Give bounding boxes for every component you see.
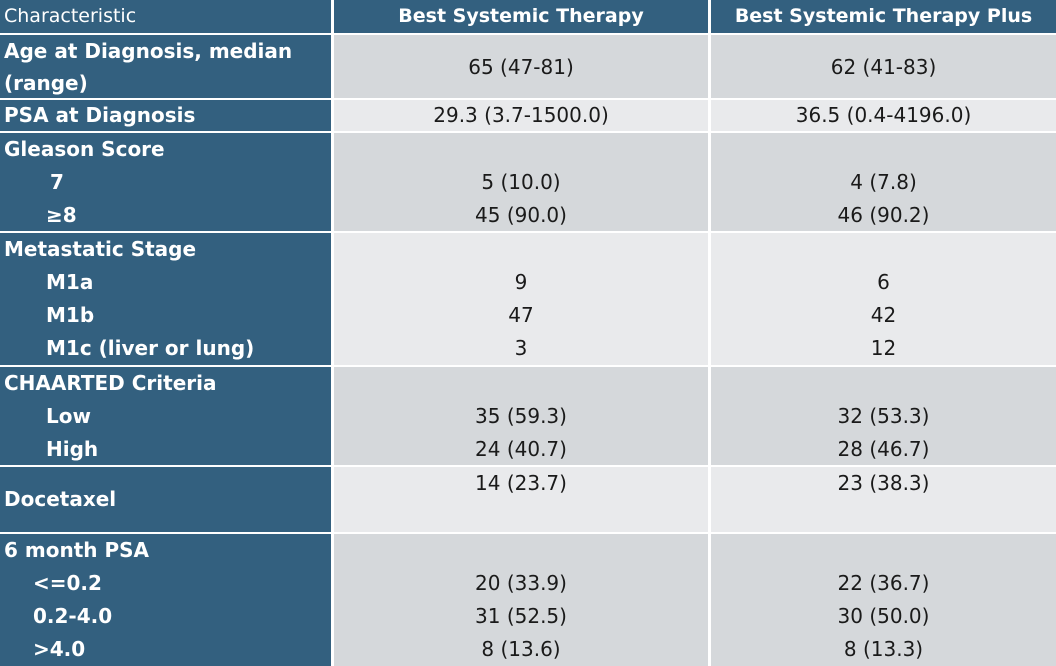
header-best-systemic-therapy: Best Systemic Therapy (398, 5, 644, 27)
cell-chaarted-high-bst-plus: 28 (46.7) (837, 437, 930, 461)
cell-age-bst: 65 (47-81) (468, 55, 574, 79)
sub-label-m1c: M1c (liver or lung) (46, 336, 255, 360)
table-row-docetaxel: Docetaxel 14 (23.7) 23 (38.3) (0, 467, 1056, 532)
cell-psa6-low-bst: 20 (33.9) (475, 571, 567, 595)
sub-label-gleason-8plus: ≥8 (46, 203, 77, 227)
row-label-metastatic: Metastatic Stage (4, 237, 197, 261)
cell-m1a-bst: 9 (514, 270, 528, 294)
cell-gleason-8plus-bst-plus: 46 (90.2) (837, 203, 930, 227)
cell-gleason-8plus-bst: 45 (90.0) (475, 203, 567, 227)
row-label-psa6: 6 month PSA (4, 538, 149, 562)
cell-gleason-7-bst: 5 (10.0) (481, 170, 561, 194)
cell-psa6-mid-bst-plus: 30 (50.0) (837, 604, 930, 628)
sub-label-chaarted-high: High (46, 437, 99, 461)
table-header-row: Characteristic Best Systemic Therapy Bes… (0, 0, 1056, 33)
sub-label-psa6-high: >4.0 (33, 637, 86, 661)
header-characteristic: Characteristic (4, 5, 137, 27)
cell-age-bst-plus: 62 (41-83) (830, 55, 937, 79)
sub-label-m1b: M1b (46, 303, 95, 327)
cell-docetaxel-bst-plus: 23 (38.3) (837, 471, 930, 495)
cell-chaarted-low-bst-plus: 32 (53.3) (837, 404, 930, 428)
sub-label-gleason-7: 7 (50, 170, 64, 194)
cell-gleason-7-bst-plus: 4 (7.8) (850, 170, 917, 194)
cell-docetaxel-bst: 14 (23.7) (475, 471, 567, 495)
cell-psa6-mid-bst: 31 (52.5) (475, 604, 567, 628)
sub-label-chaarted-low: Low (46, 404, 91, 428)
row-label-psa: PSA at Diagnosis (4, 103, 196, 127)
table-row-psa6: 6 month PSA <=0.2 0.2-4.0 >4.0 20 (33.9)… (0, 534, 1056, 666)
cell-psa-bst: 29.3 (3.7-1500.0) (433, 103, 609, 127)
sub-label-psa6-low: <=0.2 (33, 571, 102, 595)
row-label-gleason: Gleason Score (4, 137, 165, 161)
header-best-systemic-therapy-plus: Best Systemic Therapy Plus (734, 5, 1033, 27)
cell-psa6-low-bst-plus: 22 (36.7) (837, 571, 930, 595)
cell-psa6-high-bst: 8 (13.6) (481, 637, 561, 661)
cell-psa-bst-plus: 36.5 (0.4-4196.0) (795, 103, 972, 127)
sub-label-psa6-mid: 0.2-4.0 (33, 604, 113, 628)
table-row-gleason: Gleason Score 7 ≥8 5 (10.0) 45 (90.0) 4 … (0, 133, 1056, 231)
cell-m1b-bst: 47 (508, 303, 534, 327)
table-row-age: Age at Diagnosis, median (range) 65 (47-… (0, 35, 1056, 98)
row-label-docetaxel: Docetaxel (4, 487, 117, 511)
cell-m1b-bst-plus: 42 (870, 303, 897, 327)
cell-chaarted-low-bst: 35 (59.3) (475, 404, 567, 428)
cell-m1c-bst-plus: 12 (870, 336, 897, 360)
cell-m1a-bst-plus: 6 (877, 270, 890, 294)
sub-label-m1a: M1a (46, 270, 94, 294)
cell-m1c-bst: 3 (514, 336, 528, 360)
row-label-age-line2: (range) (4, 71, 88, 95)
table-row-psa: PSA at Diagnosis 29.3 (3.7-1500.0) 36.5 … (0, 100, 1056, 131)
cell-chaarted-high-bst: 24 (40.7) (475, 437, 567, 461)
row-label-age-line1: Age at Diagnosis, median (4, 39, 293, 63)
cell-psa6-high-bst-plus: 8 (13.3) (843, 637, 924, 661)
row-label-chaarted: CHAARTED Criteria (4, 371, 217, 395)
table-row-metastatic: Metastatic Stage M1a M1b M1c (liver or l… (0, 233, 1056, 365)
table-row-chaarted: CHAARTED Criteria Low High 35 (59.3) 24 … (0, 367, 1056, 465)
